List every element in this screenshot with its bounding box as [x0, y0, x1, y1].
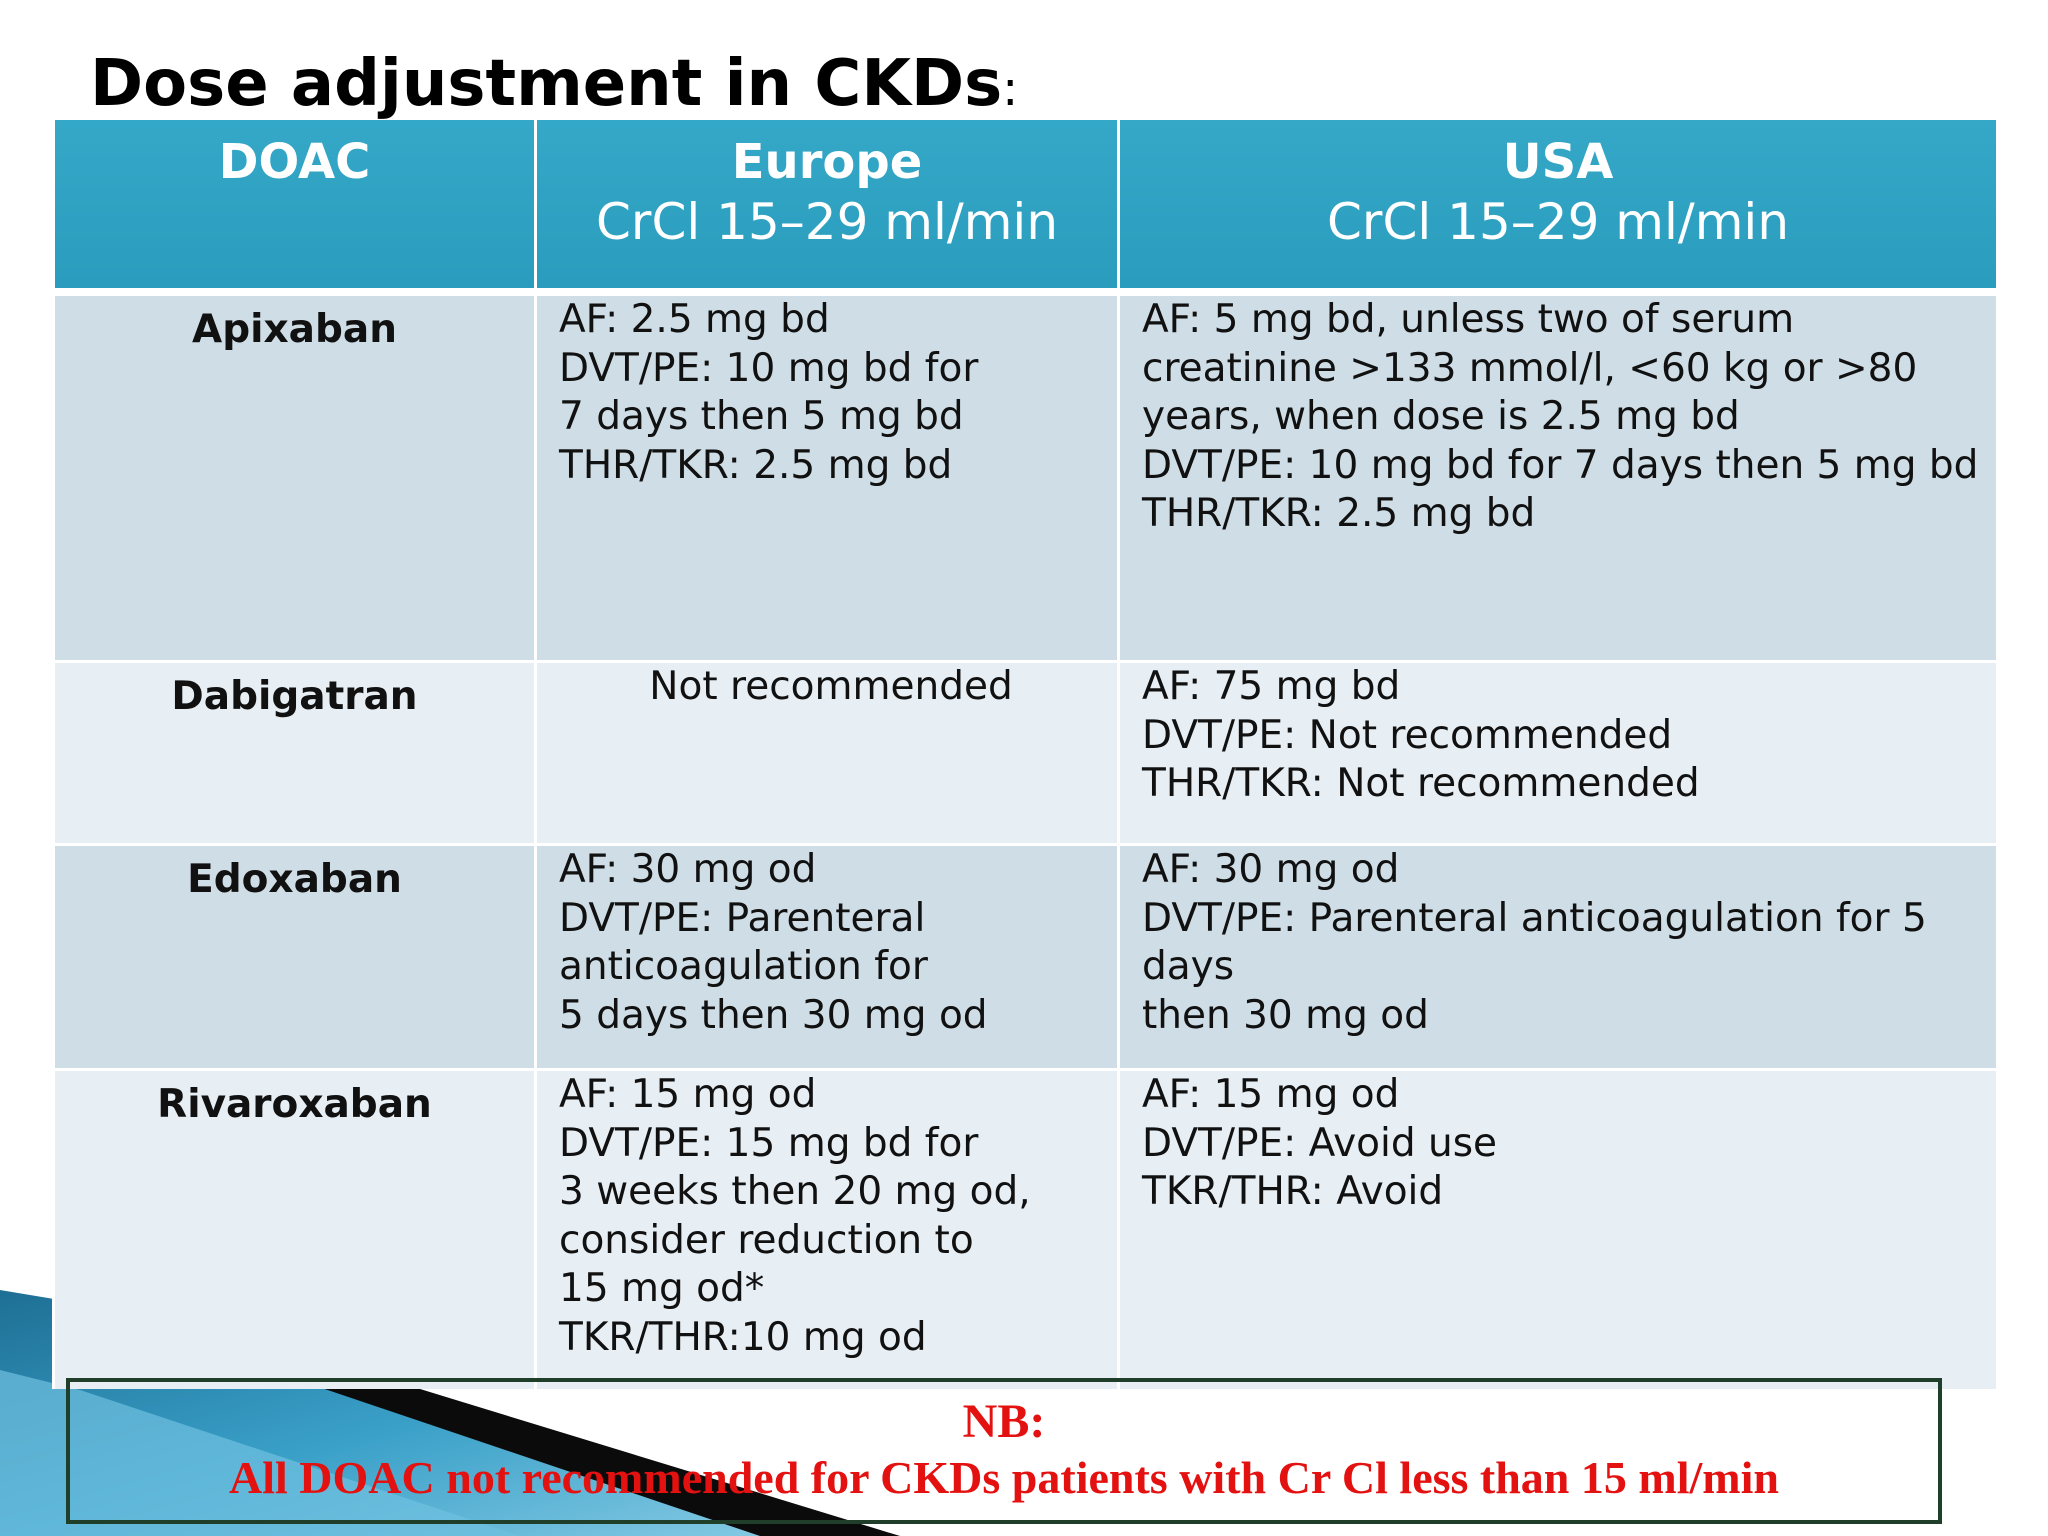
- usa-dose: AF: 15 mg od DVT/PE: Avoid use TKR/THR: …: [1117, 1069, 1999, 1389]
- title-colon: :: [1002, 61, 1019, 117]
- dose-line: TKR/THR:10 mg od: [559, 1314, 927, 1360]
- dose-line: AF: 2.5 mg bd: [559, 297, 830, 342]
- usa-dose: AF: 75 mg bd DVT/PE: Not recommended THR…: [1117, 661, 1999, 846]
- header-row: DOAC Europe CrCl 15–29 ml/min USA CrCl 1…: [52, 120, 1999, 296]
- europe-dose: AF: 15 mg od DVT/PE: 15 mg bd for 3 week…: [534, 1069, 1120, 1389]
- header-europe-label: Europe: [731, 134, 923, 190]
- dose-table: DOAC Europe CrCl 15–29 ml/min USA CrCl 1…: [52, 120, 1999, 1389]
- dose-line: THR/TKR: Not recommended: [1142, 761, 1700, 806]
- table-row-rivaroxaban: Rivaroxaban AF: 15 mg od DVT/PE: 15 mg b…: [52, 1069, 1999, 1389]
- dose-line: AF: 15 mg od: [559, 1072, 817, 1117]
- dose-line: DVT/PE: 15 mg bd for: [559, 1120, 979, 1166]
- table-row-apixaban: Apixaban AF: 2.5 mg bd DVT/PE: 10 mg bd …: [52, 292, 1999, 663]
- header-usa-label: USA: [1502, 134, 1614, 190]
- drug-name: Dabigatran: [52, 661, 537, 846]
- europe-dose: AF: 30 mg od DVT/PE: Parenteral anticoag…: [534, 844, 1120, 1071]
- header-europe-crcl: CrCl 15–29 ml/min: [595, 193, 1059, 251]
- dose-line: years, when dose is 2.5 mg bd: [1142, 394, 1740, 439]
- table-row-dabigatran: Dabigatran Not recommended AF: 75 mg bd …: [52, 661, 1999, 846]
- dose-line: anticoagulation for: [559, 944, 928, 989]
- dose-line: then 30 mg od: [1142, 992, 1429, 1038]
- page-title: Dose adjustment in CKDs:: [90, 44, 1018, 129]
- dose-line: 15 mg od*: [559, 1266, 765, 1311]
- dose-line: 7 days then 5 mg bd: [559, 394, 964, 439]
- dose-line: 3 weeks then 20 mg od,: [559, 1169, 1031, 1214]
- note-title: NB:: [962, 1395, 1046, 1448]
- dose-line: Not recommended: [649, 664, 1013, 709]
- dose-line: DVT/PE: Avoid use: [1142, 1120, 1498, 1166]
- dose-line: DVT/PE: 10 mg bd for 7 days then 5 mg bd: [1142, 442, 1979, 488]
- dose-line: AF: 5 mg bd, unless two of serum: [1142, 297, 1795, 342]
- dose-line: DVT/PE: Not recommended: [1142, 712, 1673, 758]
- dose-line: AF: 30 mg od: [559, 847, 817, 892]
- dose-line: creatinine >133 mmol/l, <60 kg or >80: [1142, 345, 1918, 391]
- europe-dose: Not recommended: [534, 661, 1120, 846]
- note-text: All DOAC not recommended for CKDs patien…: [229, 1452, 1779, 1503]
- dose-line: TKR/THR: Avoid: [1142, 1169, 1444, 1214]
- drug-name: Rivaroxaban: [52, 1069, 537, 1389]
- header-usa: USA CrCl 15–29 ml/min: [1117, 120, 1999, 296]
- title-text: Dose adjustment in CKDs: [90, 47, 1003, 121]
- dose-line: THR/TKR: 2.5 mg bd: [1142, 491, 1536, 536]
- dose-line: DVT/PE: Parenteral anticoagulation for 5: [1142, 895, 1927, 941]
- dose-line: 5 days then 30 mg od: [559, 992, 988, 1038]
- dose-line: AF: 75 mg bd: [1142, 664, 1401, 709]
- header-doac-label: DOAC: [218, 134, 371, 190]
- note-box: NB: All DOAC not recommended for CKDs pa…: [66, 1378, 1942, 1524]
- dose-line: consider reduction to: [559, 1217, 974, 1263]
- header-doac: DOAC: [52, 120, 537, 296]
- dose-line: DVT/PE: Parenteral: [559, 895, 926, 941]
- usa-dose: AF: 30 mg od DVT/PE: Parenteral anticoag…: [1117, 844, 1999, 1071]
- table-row-edoxaban: Edoxaban AF: 30 mg od DVT/PE: Parenteral…: [52, 844, 1999, 1071]
- drug-name: Edoxaban: [52, 844, 537, 1071]
- dose-line: THR/TKR: 2.5 mg bd: [559, 442, 953, 488]
- dose-line: days: [1142, 944, 1235, 989]
- header-europe: Europe CrCl 15–29 ml/min: [534, 120, 1120, 296]
- usa-dose: AF: 5 mg bd, unless two of serum creatin…: [1117, 292, 1999, 663]
- europe-dose: AF: 2.5 mg bd DVT/PE: 10 mg bd for 7 day…: [534, 292, 1120, 663]
- dose-line: AF: 15 mg od: [1142, 1072, 1400, 1117]
- dose-line: DVT/PE: 10 mg bd for: [559, 345, 979, 391]
- drug-name: Apixaban: [52, 292, 537, 663]
- dose-line: AF: 30 mg od: [1142, 847, 1400, 892]
- header-usa-crcl: CrCl 15–29 ml/min: [1326, 193, 1790, 251]
